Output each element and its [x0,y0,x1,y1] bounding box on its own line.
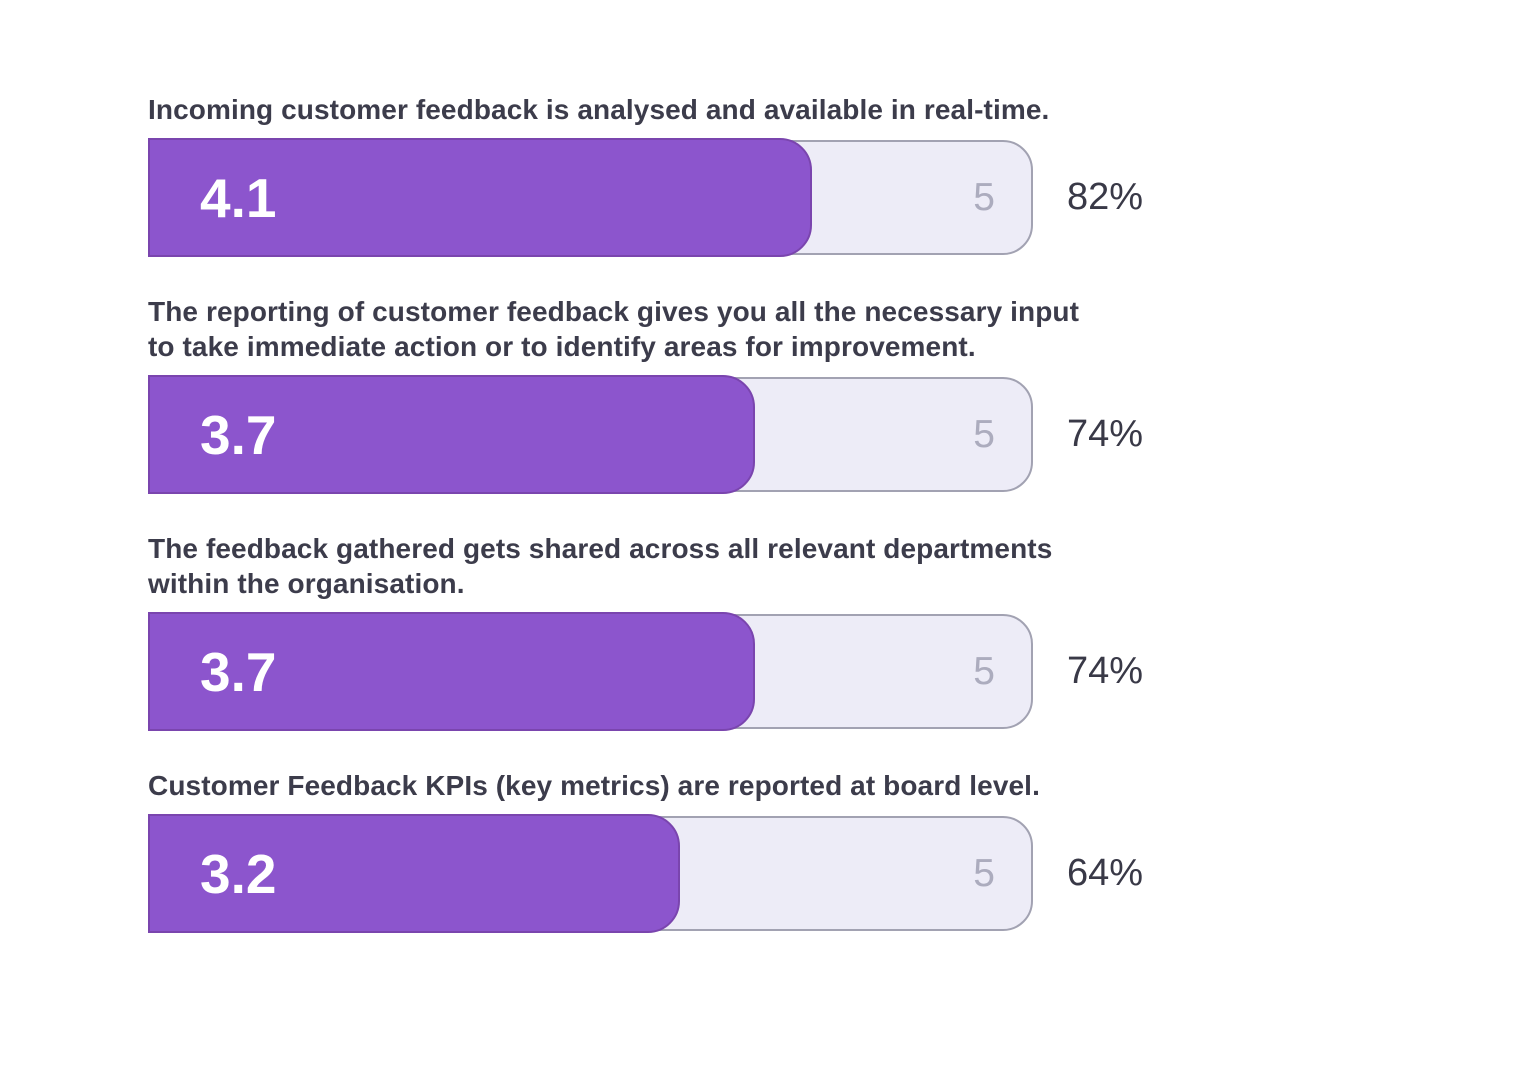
score-bar-track: 3.7 5 [148,612,1033,731]
question-label: The reporting of customer feedback gives… [148,294,1208,364]
percent-label: 74% [1067,650,1144,692]
score-bar-fill: 3.7 [148,375,755,494]
question-label-line: to take immediate action or to identify … [148,331,976,362]
question-label-line: Incoming customer feedback is analysed a… [148,94,1050,125]
percent-label: 82% [1067,176,1144,218]
question-label: Customer Feedback KPIs (key metrics) are… [148,768,1208,803]
score-bar-track: 4.1 5 [148,138,1033,257]
score-bar-fill: 3.7 [148,612,755,731]
scale-max-label: 5 [973,412,995,456]
percent-label: 64% [1067,852,1144,894]
score-bar-group: 3.7 5 74% [148,375,1538,494]
question-label-line: within the organisation. [148,568,465,599]
score-value: 3.7 [200,640,277,703]
score-bar-group: 4.1 5 82% [148,138,1538,257]
question-label-line: Customer Feedback KPIs (key metrics) are… [148,770,1040,801]
survey-item-row: The reporting of customer feedback gives… [148,294,1538,494]
survey-results-chart: Incoming customer feedback is analysed a… [148,92,1538,933]
survey-item-row: The feedback gathered gets shared across… [148,531,1538,731]
score-bar-track: 3.7 5 [148,375,1033,494]
question-label: The feedback gathered gets shared across… [148,531,1208,601]
scale-max-label: 5 [973,851,995,895]
score-bar-group: 3.7 5 74% [148,612,1538,731]
score-bar-fill: 3.2 [148,814,681,933]
score-value: 3.7 [200,403,277,466]
question-label: Incoming customer feedback is analysed a… [148,92,1208,127]
survey-item-row: Customer Feedback KPIs (key metrics) are… [148,768,1538,933]
score-value: 3.2 [200,842,277,905]
question-label-line: The feedback gathered gets shared across… [148,533,1053,564]
score-bar-fill: 4.1 [148,138,813,257]
percent-label: 74% [1067,413,1144,455]
survey-item-row: Incoming customer feedback is analysed a… [148,92,1538,257]
score-bar-group: 3.2 5 64% [148,814,1538,933]
score-bar-track: 3.2 5 [148,814,1033,933]
scale-max-label: 5 [973,175,995,219]
scale-max-label: 5 [973,649,995,693]
score-value: 4.1 [200,166,277,229]
question-label-line: The reporting of customer feedback gives… [148,296,1080,327]
